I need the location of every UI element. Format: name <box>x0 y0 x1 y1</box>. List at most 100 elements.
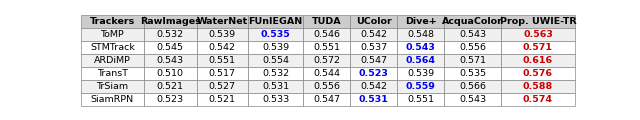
Bar <box>444 67 501 80</box>
Bar <box>196 15 248 28</box>
Bar <box>501 28 575 41</box>
Text: 0.571: 0.571 <box>523 43 553 52</box>
Text: 0.548: 0.548 <box>407 30 434 39</box>
Bar <box>350 54 397 67</box>
Text: Dive+: Dive+ <box>404 17 436 26</box>
Text: 0.559: 0.559 <box>406 82 436 91</box>
Text: 0.539: 0.539 <box>262 43 289 52</box>
Bar <box>397 93 444 106</box>
Text: 0.543: 0.543 <box>459 95 486 104</box>
Bar <box>397 28 444 41</box>
Text: 0.517: 0.517 <box>209 69 236 78</box>
Bar <box>196 93 248 106</box>
Text: 0.543: 0.543 <box>459 30 486 39</box>
Text: 0.616: 0.616 <box>523 56 553 65</box>
Bar <box>350 80 397 93</box>
Bar <box>303 67 350 80</box>
Bar <box>303 15 350 28</box>
Bar <box>501 67 575 80</box>
Bar <box>196 54 248 67</box>
Text: 0.546: 0.546 <box>313 30 340 39</box>
Text: 0.574: 0.574 <box>523 95 553 104</box>
Text: 0.533: 0.533 <box>262 95 289 104</box>
Text: 0.537: 0.537 <box>360 43 387 52</box>
Bar <box>397 54 444 67</box>
Bar <box>397 67 444 80</box>
Bar <box>248 54 303 67</box>
Bar <box>81 80 143 93</box>
Text: 0.563: 0.563 <box>523 30 553 39</box>
Text: 0.545: 0.545 <box>157 43 184 52</box>
Bar <box>248 67 303 80</box>
Text: 0.588: 0.588 <box>523 82 553 91</box>
Text: STMTrack: STMTrack <box>90 43 135 52</box>
Text: TrSiam: TrSiam <box>96 82 129 91</box>
Text: 0.535: 0.535 <box>260 30 291 39</box>
Bar <box>350 93 397 106</box>
Text: 0.547: 0.547 <box>313 95 340 104</box>
Bar <box>143 15 196 28</box>
Text: FUnIEGAN: FUnIEGAN <box>248 17 303 26</box>
Text: RawImages: RawImages <box>140 17 200 26</box>
Text: ARDiMP: ARDiMP <box>94 56 131 65</box>
Bar <box>143 67 196 80</box>
Text: 0.532: 0.532 <box>157 30 184 39</box>
Text: SiamRPN: SiamRPN <box>91 95 134 104</box>
Text: 0.571: 0.571 <box>459 56 486 65</box>
Text: UColor: UColor <box>356 17 392 26</box>
Bar <box>143 28 196 41</box>
Text: 0.542: 0.542 <box>360 30 387 39</box>
Text: 0.551: 0.551 <box>313 43 340 52</box>
Bar <box>143 80 196 93</box>
Text: 0.556: 0.556 <box>459 43 486 52</box>
Text: 0.539: 0.539 <box>209 30 236 39</box>
Text: 0.532: 0.532 <box>262 69 289 78</box>
Text: 0.531: 0.531 <box>358 95 388 104</box>
Bar <box>303 28 350 41</box>
Bar <box>81 54 143 67</box>
Text: 0.523: 0.523 <box>358 69 388 78</box>
Bar <box>501 80 575 93</box>
Bar <box>397 15 444 28</box>
Bar <box>196 67 248 80</box>
Bar <box>350 15 397 28</box>
Bar <box>501 15 575 28</box>
Bar <box>196 41 248 54</box>
Bar <box>350 67 397 80</box>
Bar <box>501 93 575 106</box>
Text: 0.531: 0.531 <box>262 82 289 91</box>
Text: 0.527: 0.527 <box>209 82 236 91</box>
Text: Prop. UWIE-TR: Prop. UWIE-TR <box>500 17 576 26</box>
Bar <box>501 54 575 67</box>
Bar <box>143 41 196 54</box>
Bar <box>444 93 501 106</box>
Bar <box>397 80 444 93</box>
Text: 0.535: 0.535 <box>459 69 486 78</box>
Bar <box>248 28 303 41</box>
Text: 0.521: 0.521 <box>209 95 236 104</box>
Bar <box>81 93 143 106</box>
Text: 0.521: 0.521 <box>157 82 184 91</box>
Bar <box>143 93 196 106</box>
Text: 0.543: 0.543 <box>157 56 184 65</box>
Bar <box>444 41 501 54</box>
Bar <box>248 93 303 106</box>
Text: AcquaColor: AcquaColor <box>442 17 503 26</box>
Text: TUDA: TUDA <box>312 17 341 26</box>
Text: 0.539: 0.539 <box>407 69 434 78</box>
Bar <box>81 67 143 80</box>
Bar <box>196 80 248 93</box>
Bar <box>444 80 501 93</box>
Text: 0.543: 0.543 <box>406 43 436 52</box>
Text: 0.523: 0.523 <box>157 95 184 104</box>
Text: 0.566: 0.566 <box>459 82 486 91</box>
Bar <box>303 41 350 54</box>
Bar <box>444 15 501 28</box>
Text: 0.572: 0.572 <box>313 56 340 65</box>
Text: 0.564: 0.564 <box>406 56 436 65</box>
Bar <box>81 15 143 28</box>
Text: 0.542: 0.542 <box>360 82 387 91</box>
Text: WaterNet: WaterNet <box>196 17 248 26</box>
Bar <box>350 41 397 54</box>
Text: 0.556: 0.556 <box>313 82 340 91</box>
